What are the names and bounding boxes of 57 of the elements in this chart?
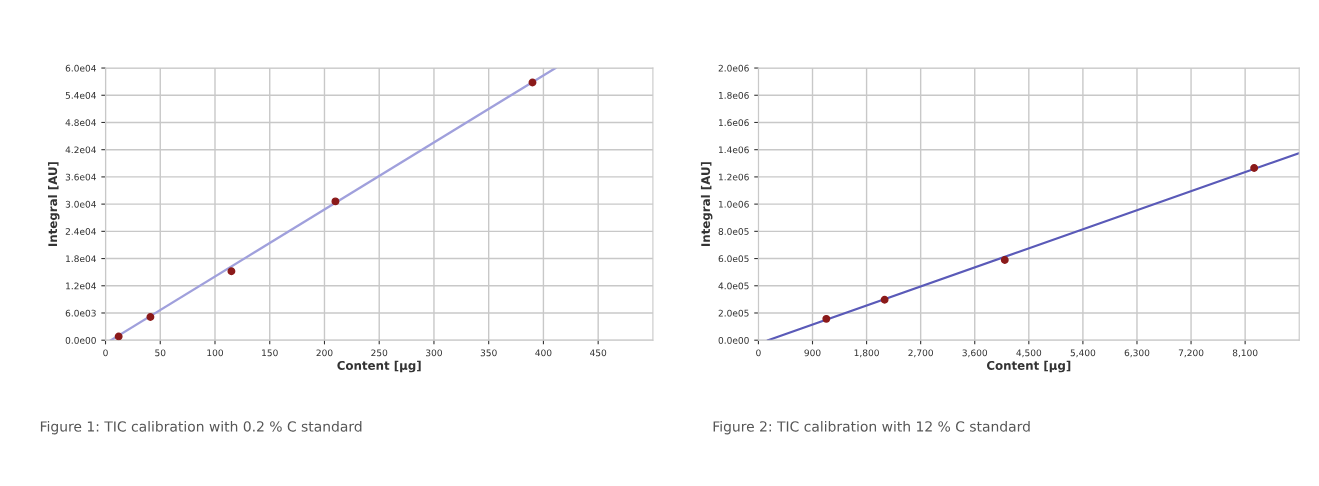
- point: [1250, 164, 1259, 173]
- x-axis-title: Content [µg]: [337, 360, 421, 373]
- point: [1000, 256, 1009, 265]
- x-tick-label: 900: [804, 349, 821, 357]
- point: [227, 267, 236, 276]
- x-tick-label: 3,600: [962, 349, 988, 358]
- y-tick-label: 6.0e03: [65, 309, 96, 317]
- point: [331, 197, 340, 206]
- x-tick-label: 450: [589, 349, 607, 357]
- y-tick-label: 1.8e04: [66, 255, 96, 263]
- x-axis-title: Content [µg]: [986, 360, 1071, 373]
- y-tick-label: 4.2e04: [65, 146, 96, 154]
- y-tick-label: 6.0e04: [65, 64, 96, 72]
- y-tick-label: 3.0e04: [65, 200, 96, 208]
- point: [114, 332, 123, 341]
- y-axis-title: Integral [AU]: [48, 162, 60, 247]
- x-tick-label: 300: [426, 349, 442, 357]
- y-axis-title: Integral [AU]: [700, 162, 713, 247]
- x-tick-label: 100: [207, 349, 224, 357]
- caption: Figure 2: TIC calibration with 12 % C standard: [713, 420, 1030, 435]
- point: [822, 314, 831, 323]
- point: [146, 313, 155, 322]
- x-tick-label: 7,200: [1178, 349, 1204, 358]
- y-tick-label: 8.0e05: [718, 228, 749, 235]
- y-tick-label: 1.2e06: [718, 173, 749, 181]
- y-tick-label: 1.6e06: [718, 119, 749, 127]
- y-tick-label: 2.0e06: [718, 64, 749, 72]
- x-tick-label: 5,400: [1070, 349, 1096, 358]
- x-tick-label: 50: [155, 349, 166, 357]
- x-tick-label: 1,800: [854, 349, 879, 358]
- caption: Figure 1: TIC calibration with 0.2 % C standard: [40, 420, 362, 435]
- y-tick-label: 0.0e00: [718, 336, 749, 344]
- y-tick-label: 2.0e05: [718, 309, 749, 317]
- y-tick-label: 6.0e05: [718, 255, 749, 263]
- x-tick-label: 0: [756, 349, 761, 357]
- y-tick-label: 5.4e04: [65, 91, 96, 99]
- y-tick-label: 2.4e04: [65, 228, 96, 235]
- point: [528, 78, 537, 87]
- y-tick-label: 1.4e06: [718, 146, 749, 154]
- x-tick-label: 150: [262, 349, 278, 357]
- y-tick-label: 1.0e06: [718, 200, 749, 208]
- y-tick-label: 4.8e04: [65, 119, 96, 127]
- x-tick-label: 4,500: [1016, 349, 1042, 358]
- point: [880, 295, 889, 304]
- y-tick-label: 4.0e05: [718, 282, 749, 290]
- x-tick-label: 400: [535, 349, 552, 357]
- y-tick-label: 1.8e06: [718, 91, 749, 99]
- y-tick-label: 1.2e04: [66, 282, 96, 290]
- x-tick-label: 0: [103, 349, 108, 357]
- x-tick-label: 2,700: [908, 349, 933, 358]
- x-tick-label: 8,100: [1232, 349, 1258, 358]
- x-tick-label: 350: [480, 349, 497, 357]
- x-tick-label: 200: [316, 349, 333, 357]
- y-tick-label: 0.0e00: [65, 336, 96, 344]
- x-tick-label: 6,300: [1124, 349, 1150, 358]
- y-tick-label: 3.6e04: [65, 173, 96, 181]
- x-tick-label: 250: [371, 349, 388, 357]
